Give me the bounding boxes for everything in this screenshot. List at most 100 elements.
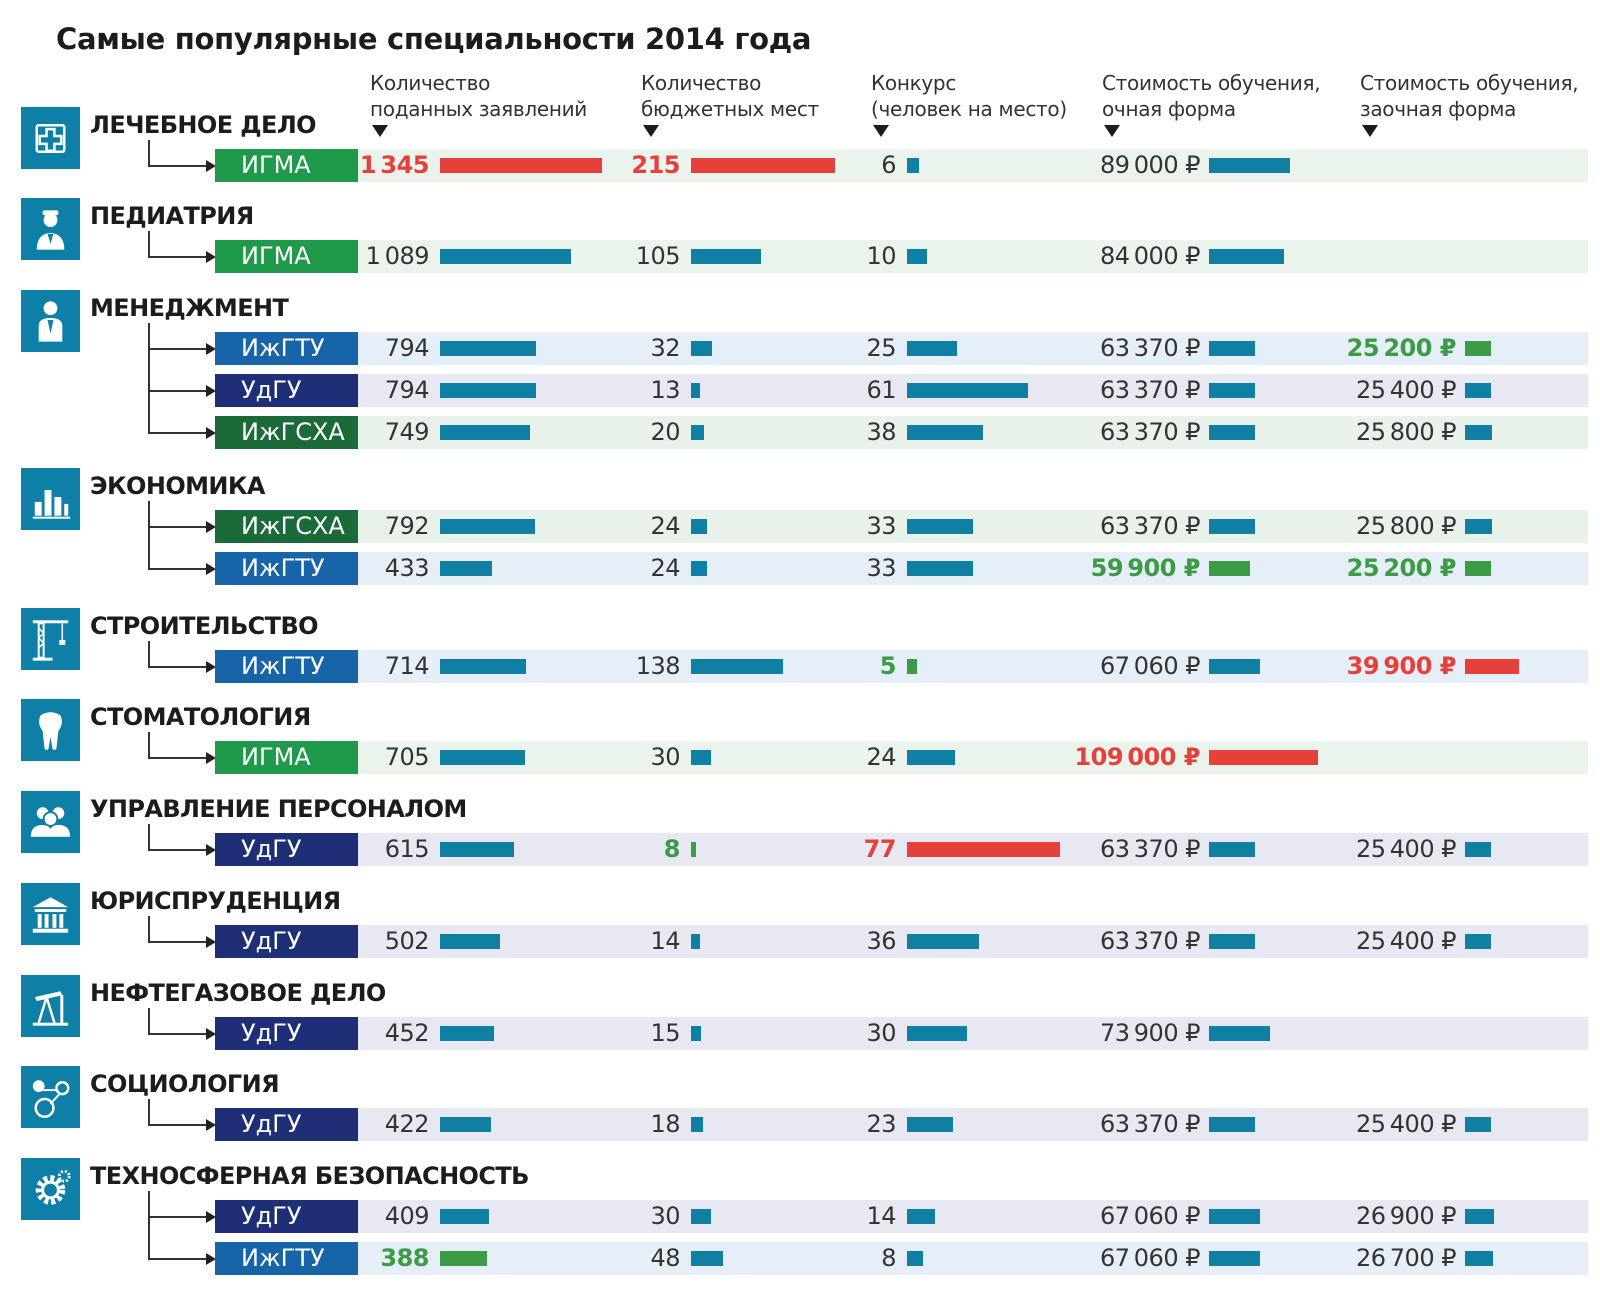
bar-mark — [691, 1251, 724, 1266]
section-title: СТОМАТОЛОГИЯ — [90, 703, 311, 731]
table-row — [356, 1242, 1588, 1275]
doctor-icon — [21, 198, 80, 260]
data-label: 25 400 ₽ — [1355, 376, 1457, 404]
data-label: 15 — [650, 1019, 680, 1047]
university-label: ИГМА — [215, 240, 358, 273]
bar-mark — [907, 383, 1029, 398]
data-label: 25 200 ₽ — [1346, 334, 1457, 362]
medical-cross-icon — [21, 107, 80, 169]
bar-mark — [907, 659, 917, 674]
bar-mark — [907, 1209, 935, 1224]
gear-icon — [21, 1158, 80, 1220]
table-row — [356, 332, 1588, 365]
data-label: 25 800 ₽ — [1355, 418, 1457, 446]
data-label: 63 370 ₽ — [1099, 376, 1201, 404]
data-label: 63 370 ₽ — [1099, 418, 1201, 446]
bar-mark — [440, 1117, 491, 1132]
row-connector-arrow — [148, 732, 216, 764]
table-row — [356, 1200, 1588, 1233]
data-label: 63 370 ₽ — [1099, 927, 1201, 955]
section-title: ТЕХНОСФЕРНАЯ БЕЗОПАСНОСТЬ — [90, 1162, 529, 1190]
section-title: СОЦИОЛОГИЯ — [90, 1070, 280, 1098]
university-label: УдГУ — [215, 1200, 358, 1233]
data-label: 24 — [650, 512, 680, 540]
bar-mark — [907, 1251, 923, 1266]
data-label: 33 — [866, 512, 896, 540]
bar-mark — [691, 1209, 712, 1224]
data-label: 23 — [866, 1110, 896, 1138]
bar-mark — [1209, 842, 1256, 857]
bar-mark — [440, 1251, 487, 1266]
bar-chart-icon — [21, 468, 80, 530]
oil-pump-icon — [21, 975, 80, 1037]
university-label: ИжГСХА — [215, 416, 358, 449]
bar-mark — [1465, 1209, 1494, 1224]
data-label: 25 400 ₽ — [1355, 1110, 1457, 1138]
university-label: ИжГСХА — [215, 510, 358, 543]
university-label: УдГУ — [215, 1108, 358, 1141]
bar-mark — [440, 383, 536, 398]
bar-mark — [907, 842, 1060, 857]
bar-mark — [691, 1117, 704, 1132]
col-head-competition: Конкурс (человек на место) — [871, 70, 1067, 137]
data-label: 48 — [650, 1244, 680, 1272]
bar-mark — [440, 425, 531, 440]
col-head-cost-parttime: Стоимость обучения, заочная форма — [1360, 70, 1579, 137]
table-row — [356, 1108, 1588, 1141]
manager-icon — [21, 290, 80, 352]
data-label: 18 — [650, 1110, 680, 1138]
data-label: 25 400 ₽ — [1355, 835, 1457, 863]
row-connector-arrow — [148, 916, 216, 948]
data-label: 36 — [866, 927, 896, 955]
col-head-budget-places: Количество бюджетных мест — [641, 70, 819, 137]
data-label: 14 — [650, 927, 680, 955]
bar-mark — [691, 425, 705, 440]
bar-mark — [691, 1026, 702, 1041]
data-label: 615 — [384, 835, 430, 863]
bar-mark — [440, 659, 526, 674]
data-label: 39 900 ₽ — [1346, 652, 1457, 680]
data-label: 26 700 ₽ — [1355, 1244, 1457, 1272]
university-label: ИжГТУ — [215, 552, 358, 585]
university-label: УдГУ — [215, 1017, 358, 1050]
data-label: 32 — [650, 334, 680, 362]
data-label: 63 370 ₽ — [1099, 512, 1201, 540]
university-label: УдГУ — [215, 374, 358, 407]
data-label: 502 — [384, 927, 430, 955]
section-title: ЭКОНОМИКА — [90, 472, 265, 500]
row-connector-arrow — [148, 140, 216, 172]
bar-mark — [1465, 519, 1492, 534]
bar-mark — [907, 561, 973, 576]
bar-mark — [1465, 561, 1491, 576]
data-label: 63 370 ₽ — [1099, 835, 1201, 863]
university-label: ИжГТУ — [215, 650, 358, 683]
bar-mark — [691, 249, 762, 264]
data-label: 25 800 ₽ — [1355, 512, 1457, 540]
university-label: ИГМА — [215, 149, 358, 182]
data-label: 714 — [384, 652, 430, 680]
bar-mark — [1209, 934, 1256, 949]
data-label: 13 — [650, 376, 680, 404]
table-row — [356, 650, 1588, 683]
bar-mark — [1465, 383, 1491, 398]
data-label: 792 — [384, 512, 430, 540]
bar-mark — [691, 383, 700, 398]
data-label: 10 — [866, 242, 896, 270]
bar-mark — [907, 1117, 953, 1132]
bar-mark — [691, 842, 697, 857]
data-label: 26 900 ₽ — [1355, 1202, 1457, 1230]
bar-mark — [1465, 1117, 1491, 1132]
bar-mark — [1209, 1209, 1261, 1224]
data-label: 215 — [631, 151, 680, 179]
bar-mark — [440, 934, 501, 949]
bar-mark — [1209, 519, 1256, 534]
bar-mark — [1209, 1117, 1256, 1132]
data-label: 794 — [384, 376, 430, 404]
bar-mark — [907, 1026, 967, 1041]
data-label: 6 — [881, 151, 896, 179]
data-label: 30 — [866, 1019, 896, 1047]
crane-icon — [21, 608, 80, 670]
bar-mark — [1209, 659, 1261, 674]
bar-mark — [907, 750, 955, 765]
